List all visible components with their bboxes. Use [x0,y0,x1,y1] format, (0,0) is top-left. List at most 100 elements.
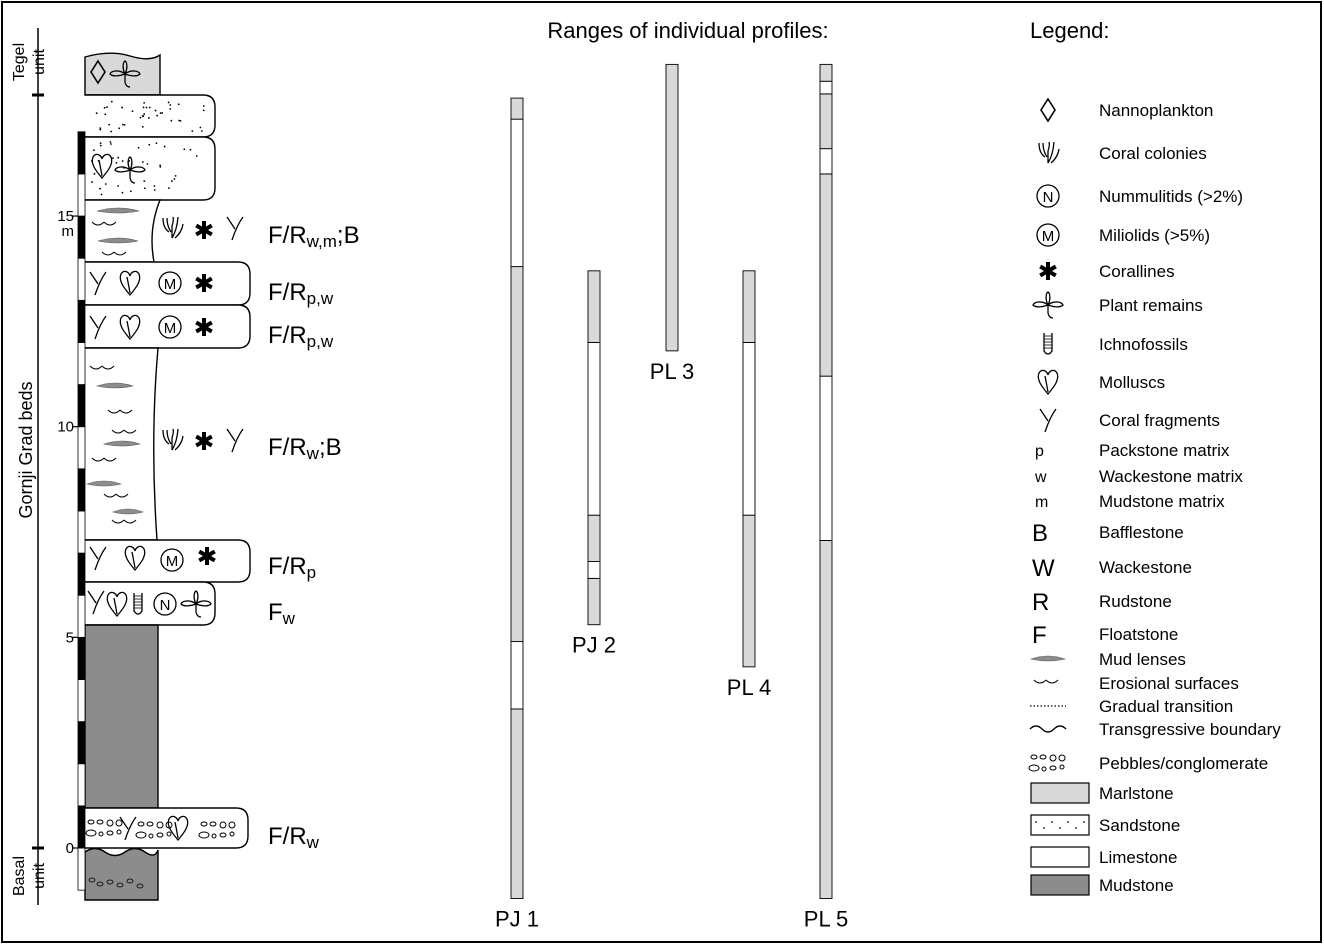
profile-label: PJ 1 [495,907,539,932]
profile-segment [511,267,523,642]
scale-segment [78,132,85,174]
facies-code: F/R [268,222,307,249]
facies-label: F/Rw;B [268,434,342,463]
sand-dot [101,194,103,196]
sand-dot [143,180,145,182]
facies-matrix: w [306,444,320,463]
sand-dot [1035,821,1037,823]
page: Ranges of individual profiles: Legend: T… [0,0,1324,945]
profile-segment [743,342,755,515]
symbol-letter: M [164,320,177,337]
legend-label: Marlstone [1099,784,1174,803]
profile-segment [820,174,832,376]
sand-dot [93,149,95,151]
legend-title: Legend: [1030,18,1110,43]
bed-sandstone [85,137,215,200]
scale-segment [78,764,85,806]
unit-label: unit [31,49,48,75]
sand-dot [110,143,112,145]
facies-code: F/R [268,322,307,349]
sand-dot [118,127,120,129]
legend-symbol: W [1032,555,1055,582]
profile-label: PJ 2 [572,633,616,658]
profile-segment [588,515,600,561]
bed-mudstone [85,625,158,808]
scale-segment [78,342,85,384]
sand-dot [138,147,140,149]
sand-dot [142,115,144,117]
legend-label: Wackestone matrix [1099,467,1243,486]
profile-label: PL 3 [650,359,694,384]
sand-dot [122,124,124,126]
facies-suffix: ;B [319,434,342,461]
sand-dot [121,107,123,109]
sand-dot [159,166,161,168]
legend-label: Erosional surfaces [1099,674,1239,693]
sand-dot [111,101,113,103]
sand-dot [104,107,106,109]
sand-dot [140,117,142,119]
sand-dot [104,113,106,115]
legend-label: Gradual transition [1099,697,1233,716]
sand-dot [106,106,108,108]
scale-segment [78,511,85,553]
scale-segment [78,679,85,721]
sand-dot [132,110,134,112]
beds-label: Gornji Grad beds [16,381,36,518]
profile-segment [588,562,600,579]
sand-dot [1075,827,1077,829]
scale-segment [78,848,85,890]
sand-dot [154,189,156,191]
sand-dot [155,110,157,112]
facies-matrix: w [282,609,296,628]
sand-dot [147,163,149,165]
symbol-letter: N [1043,189,1054,206]
profile-label: PL 4 [727,675,771,700]
legend-symbol: B [1032,520,1048,547]
profile-segment [511,709,523,899]
legend-label: Mudstone matrix [1099,492,1225,511]
legend-label: Floatstone [1099,625,1178,644]
sand-dot [94,173,96,175]
facies-code: F/R [268,823,307,850]
lithology-swatch [1031,783,1089,803]
profile-segment [743,271,755,343]
scale-segment [78,595,85,637]
facies-suffix: ;B [337,222,360,249]
sand-dot [142,126,144,128]
sand-dot [122,160,124,162]
profile-segment [511,119,523,266]
profile-segment [820,81,832,94]
sand-dot [156,142,158,144]
sand-dot [1067,821,1069,823]
sand-dot [168,102,170,104]
sand-dot [144,187,146,189]
sand-dot [199,127,201,129]
legend-label: Coral colonies [1099,144,1207,163]
sand-dot [115,162,117,164]
sand-dot [99,188,101,190]
legend-symbol: p [1035,443,1044,460]
sand-dot [203,105,205,107]
sand-dot [99,129,101,131]
sand-dot [117,185,119,187]
legend-label: Molluscs [1099,373,1165,392]
sand-dot [148,144,150,146]
sand-dot [171,180,173,182]
sand-dot [142,161,144,163]
scale-segment [78,258,85,300]
sand-dot [148,117,150,119]
sand-dot [124,124,126,126]
lithology-swatch [1031,815,1089,835]
sand-dot [91,181,93,183]
scale-segment [78,427,85,469]
facies-code: F/R [268,553,307,580]
sand-dot [108,124,110,126]
sand-dot [191,130,193,132]
symbol-letter: M [166,553,179,570]
legend-label: Rudstone [1099,592,1172,611]
legend-label: Mud lenses [1099,650,1186,669]
profile-segment [666,64,678,350]
scale-tick-label: 10 [57,419,74,436]
sand-dot [169,108,171,110]
